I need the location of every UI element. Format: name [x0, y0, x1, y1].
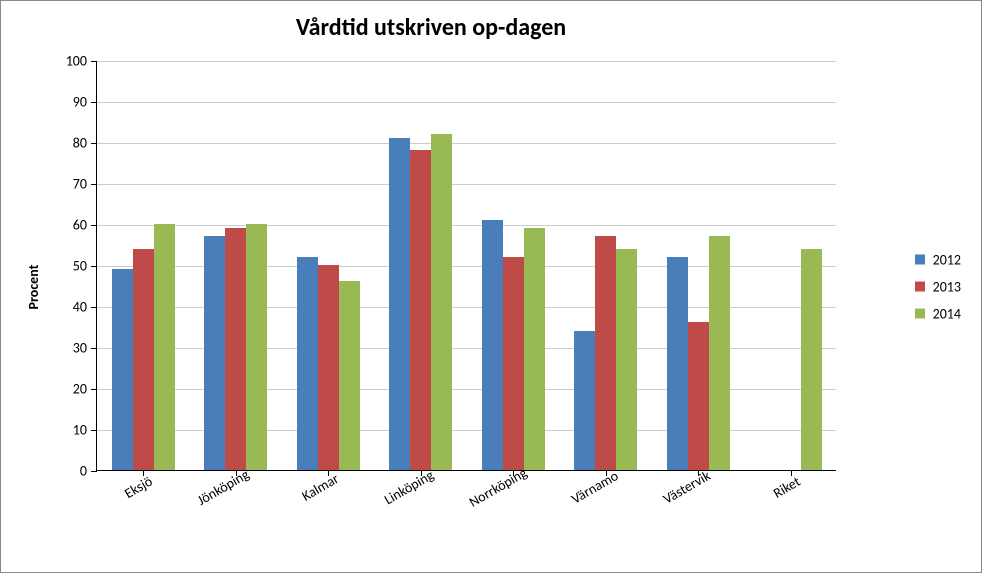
x-tick-label: Jönköping [194, 466, 252, 509]
bar [154, 224, 175, 470]
gridline [97, 225, 836, 226]
y-tick [91, 102, 97, 103]
legend-swatch [915, 282, 925, 292]
y-tick-label: 90 [73, 94, 87, 111]
x-tick-label: Värnamo [568, 467, 621, 507]
chart-title: Vårdtid utskriven op-dagen [1, 13, 861, 42]
bar [133, 249, 154, 470]
legend-label: 2014 [933, 305, 961, 322]
bar [225, 228, 246, 470]
y-tick-label: 20 [73, 381, 87, 398]
y-tick-label: 70 [73, 176, 87, 193]
y-tick [91, 143, 97, 144]
y-tick [91, 184, 97, 185]
x-tick-label: Kalmar [299, 470, 342, 505]
bar [574, 331, 595, 470]
legend-swatch [915, 309, 925, 319]
gridline [97, 184, 836, 185]
plot-area: 0102030405060708090100EksjöJönköpingKalm… [96, 61, 836, 471]
x-tick-label: Västervik [660, 467, 713, 508]
bar [204, 236, 225, 470]
legend-item: 2012 [915, 251, 961, 268]
bar [524, 228, 545, 470]
legend: 2012 2013 2014 [915, 241, 961, 332]
y-tick [91, 348, 97, 349]
legend-label: 2012 [933, 251, 961, 268]
bar [482, 220, 503, 470]
bar [431, 134, 452, 470]
y-tick-label: 60 [73, 217, 87, 234]
y-tick-label: 50 [73, 258, 87, 275]
bar [410, 150, 431, 470]
gridline [97, 143, 836, 144]
y-tick-label: 30 [73, 340, 87, 357]
bar [801, 249, 822, 470]
bar [246, 224, 267, 470]
legend-item: 2013 [915, 278, 961, 295]
y-axis-label: Procent [25, 264, 42, 309]
y-tick [91, 307, 97, 308]
bar [503, 257, 524, 470]
chart-frame: Vårdtid utskriven op-dagen Procent 01020… [0, 0, 982, 573]
bar [297, 257, 318, 470]
gridline [97, 61, 836, 62]
bar [389, 138, 410, 470]
y-tick [91, 266, 97, 267]
y-tick-label: 100 [66, 53, 87, 70]
x-tick-label: Linköping [381, 466, 436, 508]
legend-item: 2014 [915, 305, 961, 322]
bar [595, 236, 616, 470]
y-tick [91, 225, 97, 226]
x-tick-label: Eksjö [122, 473, 156, 502]
bar [667, 257, 688, 470]
y-tick [91, 389, 97, 390]
y-tick-label: 0 [80, 463, 87, 480]
bar [709, 236, 730, 470]
legend-swatch [915, 255, 925, 265]
bar [616, 249, 637, 470]
y-tick-label: 10 [73, 422, 87, 439]
y-tick [91, 471, 97, 472]
y-tick-label: 80 [73, 135, 87, 152]
y-tick-label: 40 [73, 299, 87, 316]
bar [318, 265, 339, 470]
gridline [97, 102, 836, 103]
y-tick [91, 430, 97, 431]
bar [688, 322, 709, 470]
bar [112, 269, 133, 470]
legend-label: 2013 [933, 278, 961, 295]
x-tick-label: Riket [770, 473, 803, 502]
bar [339, 281, 360, 470]
y-tick [91, 61, 97, 62]
x-tick-label: Norrköping [466, 464, 530, 511]
